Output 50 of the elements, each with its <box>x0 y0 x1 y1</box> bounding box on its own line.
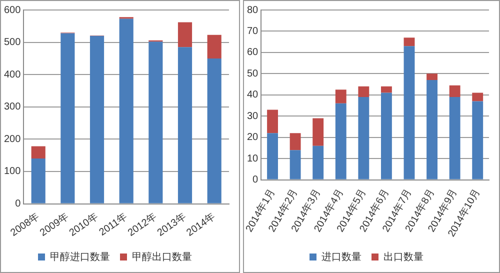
legend-label: 甲醇出口数量 <box>132 250 192 263</box>
bar <box>178 47 192 204</box>
bar <box>267 133 278 180</box>
y-tick-label: 60 <box>247 47 259 58</box>
y-tick-label: 400 <box>4 69 22 80</box>
y-tick-label: 200 <box>4 134 22 145</box>
y-tick-label: 10 <box>247 153 259 164</box>
bar <box>404 46 415 180</box>
bar <box>312 118 324 146</box>
bar <box>178 22 192 48</box>
bar <box>472 92 484 102</box>
bar <box>148 42 163 204</box>
y-tick-label: 20 <box>247 132 259 144</box>
y-tick-label: 600 <box>4 4 22 16</box>
bar <box>290 133 301 150</box>
y-tick-label: 500 <box>4 37 22 48</box>
bar <box>380 92 392 180</box>
bar <box>358 97 370 180</box>
bar <box>290 150 301 180</box>
bar <box>358 86 370 98</box>
bar <box>426 74 438 80</box>
bar <box>90 36 104 204</box>
bar <box>60 33 75 204</box>
bar <box>119 18 134 204</box>
bar <box>449 97 460 180</box>
y-tick-label: 300 <box>4 102 22 113</box>
y-tick-label: 80 <box>247 4 259 16</box>
y-tick-label: 0 <box>252 174 259 186</box>
y-tick-label: 50 <box>247 68 259 80</box>
y-tick-label: 0 <box>15 198 22 210</box>
bar <box>404 38 415 46</box>
legend-label: 出口数量 <box>384 250 424 263</box>
y-tick-label: 30 <box>247 110 259 122</box>
bar <box>335 103 346 180</box>
bar <box>207 34 222 58</box>
bar <box>312 146 324 180</box>
bar <box>31 158 46 204</box>
y-tick-label: 40 <box>247 90 259 101</box>
y-tick-label: 70 <box>247 26 259 37</box>
bar <box>335 90 346 104</box>
legend-label: 甲醇进口数量 <box>50 250 110 263</box>
bar <box>31 146 46 159</box>
bar <box>472 101 484 180</box>
bar <box>267 110 278 134</box>
bar <box>426 80 438 180</box>
bar <box>449 85 460 98</box>
bar <box>207 58 222 204</box>
legend-label: 进口数量 <box>322 250 362 263</box>
y-tick-label: 100 <box>4 166 22 178</box>
bar <box>380 86 392 93</box>
